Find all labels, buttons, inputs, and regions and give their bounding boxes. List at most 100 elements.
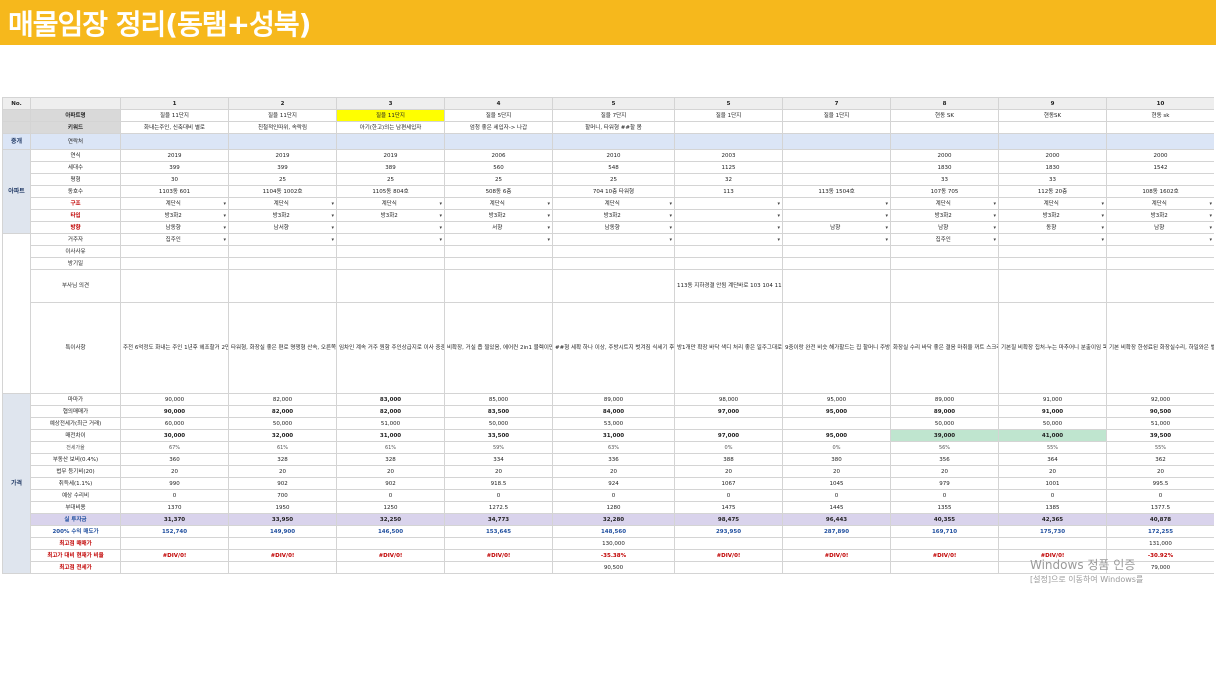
note-cell[interactable] — [552, 245, 675, 258]
chevron-down-icon[interactable]: ▾ — [885, 200, 888, 207]
value-cell[interactable]: 61% — [228, 441, 337, 454]
value-cell[interactable]: 995.5 — [1106, 477, 1214, 490]
value-cell[interactable]: 89,000 — [890, 393, 999, 406]
chevron-down-icon[interactable]: ▾ — [439, 236, 442, 243]
note-cell[interactable] — [1106, 269, 1214, 303]
chevron-down-icon[interactable]: ▾ — [547, 212, 550, 219]
dropdown-cell[interactable]: ▾ — [674, 209, 783, 222]
chevron-down-icon[interactable]: ▾ — [669, 224, 672, 231]
chevron-down-icon[interactable]: ▾ — [223, 236, 226, 243]
value-cell[interactable]: 97,000 — [674, 405, 783, 418]
value-cell[interactable]: 32,250 — [336, 513, 445, 526]
keyword-cell[interactable]: 친철적인따위, 속락림 — [228, 121, 337, 134]
contact-cell[interactable] — [336, 133, 445, 150]
value-cell[interactable]: 89,000 — [890, 405, 999, 418]
note-cell[interactable] — [1106, 245, 1214, 258]
note-cell[interactable] — [336, 269, 445, 303]
contact-cell[interactable] — [228, 133, 337, 150]
value-cell[interactable]: 56% — [890, 441, 999, 454]
keyword-cell[interactable]: 할머니, 타워형 ##할 몸 — [552, 121, 675, 134]
data-cell[interactable] — [782, 173, 891, 186]
value-cell[interactable]: 95,000 — [782, 393, 891, 406]
value-cell[interactable]: 79,000 — [1106, 561, 1214, 574]
value-cell[interactable]: 380 — [782, 453, 891, 466]
keyword-cell[interactable]: 화내는주인, 신축대비 별로 — [120, 121, 229, 134]
value-cell[interactable]: 40,355 — [890, 513, 999, 526]
value-cell[interactable]: 169,710 — [890, 525, 999, 538]
chevron-down-icon[interactable]: ▾ — [439, 200, 442, 207]
note-cell[interactable] — [998, 257, 1107, 270]
value-cell[interactable]: 149,900 — [228, 525, 337, 538]
note-cell[interactable]: 방1개만 확장 바닥 색디 처리 좋은 일주그대로 IED 중앙 세기 집론 갈… — [674, 302, 783, 394]
value-cell[interactable]: 31,000 — [336, 429, 445, 442]
dropdown-cell[interactable]: 서향 ▾ — [444, 221, 553, 234]
value-cell[interactable]: -35.38% — [552, 549, 675, 562]
value-cell[interactable]: 82,000 — [228, 393, 337, 406]
value-cell[interactable]: 0% — [782, 441, 891, 454]
data-cell[interactable]: 30 — [120, 173, 229, 186]
value-cell[interactable]: 90,000 — [120, 393, 229, 406]
data-cell[interactable]: 113 — [674, 185, 783, 198]
value-cell[interactable]: #DIV/0! — [890, 549, 999, 562]
dropdown-cell[interactable]: ▾ — [674, 197, 783, 210]
value-cell[interactable]: 95,000 — [782, 429, 891, 442]
dropdown-cell[interactable]: 집주인 ▾ — [120, 233, 229, 246]
dropdown-cell[interactable]: ▾ — [782, 209, 891, 222]
note-cell[interactable]: 임차인 계속 거주 원함 주인상급지로 이사 중중결어서현관 발게 노거림 화장… — [336, 302, 445, 394]
value-cell[interactable] — [444, 537, 553, 550]
contact-cell[interactable] — [782, 133, 891, 150]
value-cell[interactable]: 33,950 — [228, 513, 337, 526]
value-cell[interactable]: 31,370 — [120, 513, 229, 526]
chevron-down-icon[interactable]: ▾ — [331, 200, 334, 207]
note-cell[interactable] — [674, 257, 783, 270]
note-cell[interactable] — [782, 245, 891, 258]
keyword-cell[interactable]: 엄청 좋은 세입자-> 나갑 — [444, 121, 553, 134]
dropdown-cell[interactable]: ▾ — [998, 233, 1107, 246]
data-cell[interactable]: 2010 — [552, 149, 675, 162]
dropdown-cell[interactable]: 남향 ▾ — [1106, 221, 1214, 234]
chevron-down-icon[interactable]: ▾ — [669, 200, 672, 207]
dropdown-cell[interactable]: 동향 ▾ — [998, 221, 1107, 234]
note-cell[interactable] — [228, 269, 337, 303]
chevron-down-icon[interactable]: ▾ — [547, 224, 550, 231]
dropdown-cell[interactable]: ▾ — [1106, 233, 1214, 246]
value-cell[interactable] — [336, 561, 445, 574]
value-cell[interactable]: 924 — [552, 477, 675, 490]
value-cell[interactable]: 356 — [890, 453, 999, 466]
value-cell[interactable]: #DIV/0! — [444, 549, 553, 562]
value-cell[interactable]: 39,000 — [890, 429, 999, 442]
contact-cell[interactable] — [998, 133, 1107, 150]
value-cell[interactable]: 31,000 — [552, 429, 675, 442]
value-cell[interactable]: 20 — [674, 465, 783, 478]
value-cell[interactable]: 32,000 — [228, 429, 337, 442]
value-cell[interactable]: 53,000 — [552, 417, 675, 430]
apartment-name-cell[interactable]: 질을 7단지 — [552, 109, 675, 122]
value-cell[interactable]: 51,000 — [336, 417, 445, 430]
contact-cell[interactable] — [444, 133, 553, 150]
dropdown-cell[interactable]: 계단식 ▾ — [552, 197, 675, 210]
dropdown-cell[interactable]: ▾ — [782, 197, 891, 210]
data-cell[interactable] — [1106, 173, 1214, 186]
data-cell[interactable]: 112동 20층 — [998, 185, 1107, 198]
note-cell[interactable]: 113동 지하경결 안됨 계단바로 103 104 111 114 동의 1,2… — [674, 269, 783, 303]
chevron-down-icon[interactable]: ▾ — [993, 200, 996, 207]
apartment-name-cell[interactable]: 질을 1단지 — [782, 109, 891, 122]
value-cell[interactable]: 0 — [120, 489, 229, 502]
chevron-down-icon[interactable]: ▾ — [885, 236, 888, 243]
value-cell[interactable]: 130,000 — [552, 537, 675, 550]
chevron-down-icon[interactable]: ▾ — [1101, 224, 1104, 231]
value-cell[interactable]: 82,000 — [336, 405, 445, 418]
value-cell[interactable]: 990 — [120, 477, 229, 490]
chevron-down-icon[interactable]: ▾ — [1209, 212, 1212, 219]
value-cell[interactable]: 83,000 — [336, 393, 445, 406]
value-cell[interactable] — [890, 561, 999, 574]
value-cell[interactable]: 388 — [674, 453, 783, 466]
data-cell[interactable]: 1105동 804호 — [336, 185, 445, 198]
data-cell[interactable]: 1104동 1002호 — [228, 185, 337, 198]
value-cell[interactable]: 91,000 — [998, 393, 1107, 406]
dropdown-cell[interactable]: ▾ — [674, 221, 783, 234]
value-cell[interactable]: 20 — [1106, 465, 1214, 478]
dropdown-cell[interactable]: ▾ — [674, 233, 783, 246]
data-cell[interactable]: 2000 — [1106, 149, 1214, 162]
value-cell[interactable]: 328 — [336, 453, 445, 466]
